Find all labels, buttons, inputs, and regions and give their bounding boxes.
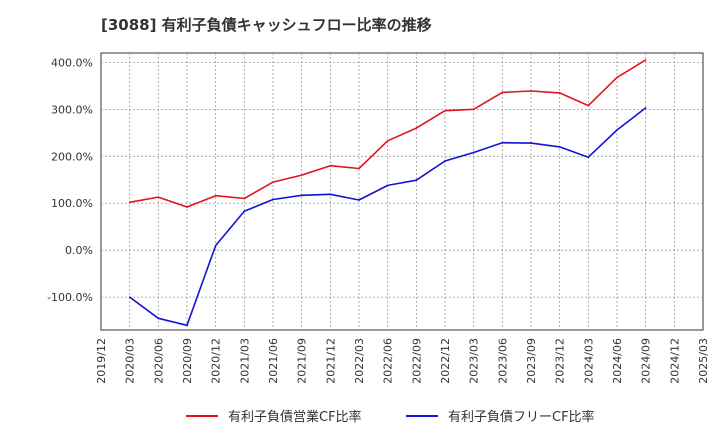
x-tick-label: 2024/09 — [640, 338, 653, 384]
x-tick-label: 2024/12 — [668, 338, 681, 384]
data-point — [386, 184, 389, 187]
data-point — [472, 108, 475, 111]
y-axis-ticks: 400.0% 300.0% 200.0% 100.0% 0.0% -100.0% — [47, 56, 93, 304]
x-tick-label: 2020/12 — [210, 338, 223, 384]
x-tick-label: 2025/03 — [697, 338, 710, 384]
legend-label: 有利子負債フリーCF比率 — [448, 409, 595, 425]
x-tick-label: 2021/03 — [238, 338, 251, 384]
data-point — [501, 91, 504, 94]
y-tick-label: 400.0% — [51, 56, 93, 69]
x-tick-label: 2019/12 — [95, 338, 108, 384]
data-point — [243, 197, 246, 200]
x-tick-label: 2020/09 — [181, 338, 194, 384]
y-tick-label: 300.0% — [51, 103, 93, 116]
data-point — [128, 201, 131, 204]
data-point — [358, 199, 360, 201]
data-point — [558, 146, 561, 148]
data-point — [415, 179, 418, 182]
x-tick-label: 2020/03 — [124, 338, 137, 384]
x-tick-label: 2023/03 — [468, 338, 481, 384]
x-tick-label: 2022/12 — [439, 338, 452, 384]
chart-title: [3088] 有利子負債キャッシュフロー比率の推移 — [101, 16, 432, 34]
data-point — [300, 174, 303, 176]
data-point — [644, 107, 647, 109]
data-point — [587, 104, 590, 107]
data-point — [616, 76, 618, 79]
series-lines — [128, 59, 647, 327]
x-tick-label: 2021/12 — [324, 338, 337, 384]
data-point — [243, 210, 246, 213]
y-tick-label: 200.0% — [51, 150, 93, 163]
x-tick-label: 2022/03 — [353, 338, 366, 384]
data-point — [472, 151, 475, 154]
data-point — [444, 160, 446, 162]
x-tick-label: 2024/03 — [582, 338, 595, 384]
data-point — [214, 244, 217, 247]
data-point — [157, 317, 160, 320]
data-point — [300, 194, 303, 197]
data-point — [530, 90, 532, 92]
data-point — [587, 156, 590, 159]
data-point — [272, 181, 274, 183]
x-tick-label: 2022/09 — [410, 338, 423, 384]
data-point — [644, 59, 647, 61]
x-tick-label: 2023/12 — [554, 338, 567, 384]
data-point — [444, 109, 446, 112]
x-axis-ticks: 2019/12 2020/03 2020/06 2020/09 2020/12 2021/… — [95, 338, 710, 384]
data-point — [157, 196, 160, 198]
data-point — [329, 164, 332, 167]
data-point — [128, 296, 131, 298]
plot-frame — [100, 52, 704, 331]
data-point — [358, 167, 360, 170]
y-tick-label: 100.0% — [51, 197, 93, 210]
data-point — [186, 324, 188, 327]
data-point — [329, 193, 332, 196]
data-point — [616, 129, 618, 131]
data-point — [386, 139, 389, 142]
data-point — [558, 92, 561, 94]
x-tick-label: 2022/06 — [382, 338, 395, 384]
data-point — [272, 198, 274, 201]
data-point — [530, 142, 532, 144]
y-tick-label: -100.0% — [47, 291, 93, 304]
y-tick-label: 0.0% — [65, 244, 93, 257]
data-point — [186, 206, 188, 208]
data-point — [214, 194, 217, 197]
x-tick-label: 2020/06 — [152, 338, 165, 384]
x-tick-label: 2024/06 — [611, 338, 624, 384]
x-tick-label: 2021/09 — [296, 338, 309, 384]
legend: 有利子負債営業CF比率 有利子負債フリーCF比率 — [186, 409, 595, 425]
legend-label: 有利子負債営業CF比率 — [228, 409, 362, 425]
grid — [100, 52, 704, 331]
x-tick-label: 2021/06 — [267, 338, 280, 384]
data-point — [415, 127, 418, 129]
x-tick-label: 2023/06 — [496, 338, 509, 384]
data-point — [501, 141, 504, 144]
x-tick-label: 2023/09 — [525, 338, 538, 384]
